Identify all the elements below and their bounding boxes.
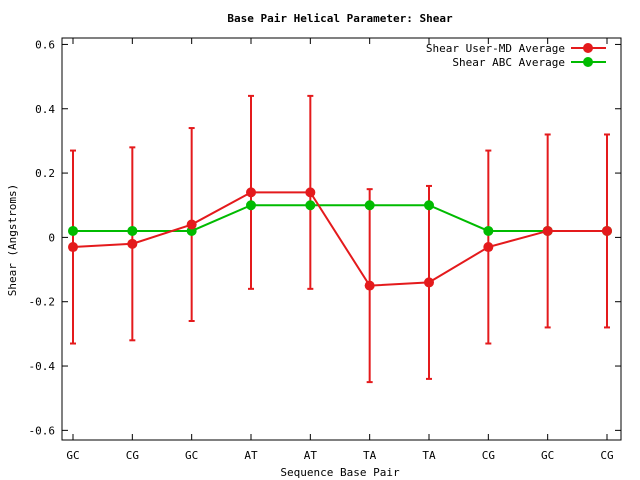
y-tick-label: 0.6 (35, 38, 55, 51)
x-tick-label: CG (600, 449, 613, 462)
y-tick-label: -0.6 (29, 424, 56, 437)
x-tick-label: CG (482, 449, 495, 462)
series-point-0 (602, 225, 612, 236)
y-tick-label: -0.2 (29, 296, 56, 309)
x-axis-label: Sequence Base Pair (280, 466, 400, 479)
y-tick-label: -0.4 (29, 360, 56, 373)
series-point-1 (483, 225, 494, 236)
series-point-0 (186, 219, 197, 230)
legend-marker-1 (583, 57, 593, 67)
legend-label-0: Shear User-MD Average (426, 42, 565, 55)
x-tick-label: AT (304, 449, 318, 462)
x-tick-label: AT (244, 449, 258, 462)
series-point-1 (246, 200, 256, 211)
series-layer (68, 187, 612, 291)
series-point-1 (364, 200, 375, 211)
chart-title: Base Pair Helical Parameter: Shear (227, 12, 453, 25)
series-point-0 (305, 187, 316, 198)
series-point-1 (68, 225, 78, 236)
series-point-0 (246, 187, 256, 198)
y-tick-label: 0 (48, 231, 55, 244)
series-point-0 (68, 242, 78, 253)
x-tick-label: TA (422, 449, 436, 462)
x-tick-label: TA (363, 449, 377, 462)
x-tick-label: CG (126, 449, 139, 462)
series-line-0 (72, 191, 607, 287)
plot-frame (61, 37, 622, 441)
x-tick-label: GC (541, 449, 554, 462)
series-line-1 (73, 204, 607, 232)
y-tick-label: 0.2 (35, 167, 55, 180)
y-tick-label: 0.4 (35, 103, 55, 116)
series-point-1 (305, 200, 316, 211)
series-point-0 (483, 242, 494, 253)
legend-label-1: Shear ABC Average (452, 56, 565, 69)
x-tick-label: GC (185, 449, 198, 462)
series-point-0 (364, 280, 375, 291)
series-point-1 (424, 200, 434, 211)
series-point-1 (127, 225, 138, 236)
series-point-0 (542, 225, 553, 236)
y-axis: -0.6 -0.4 -0.2 0 0.2 0.4 0.6 (29, 38, 621, 437)
series-point-0 (127, 238, 138, 249)
x-axis: GC CG GC AT AT TA TA CG GC CG (66, 38, 614, 462)
x-tick-label: GC (66, 449, 79, 462)
series-point-0 (424, 277, 434, 288)
y-axis-label: Shear (Angstroms) (6, 184, 19, 297)
legend-marker-0 (583, 43, 593, 53)
